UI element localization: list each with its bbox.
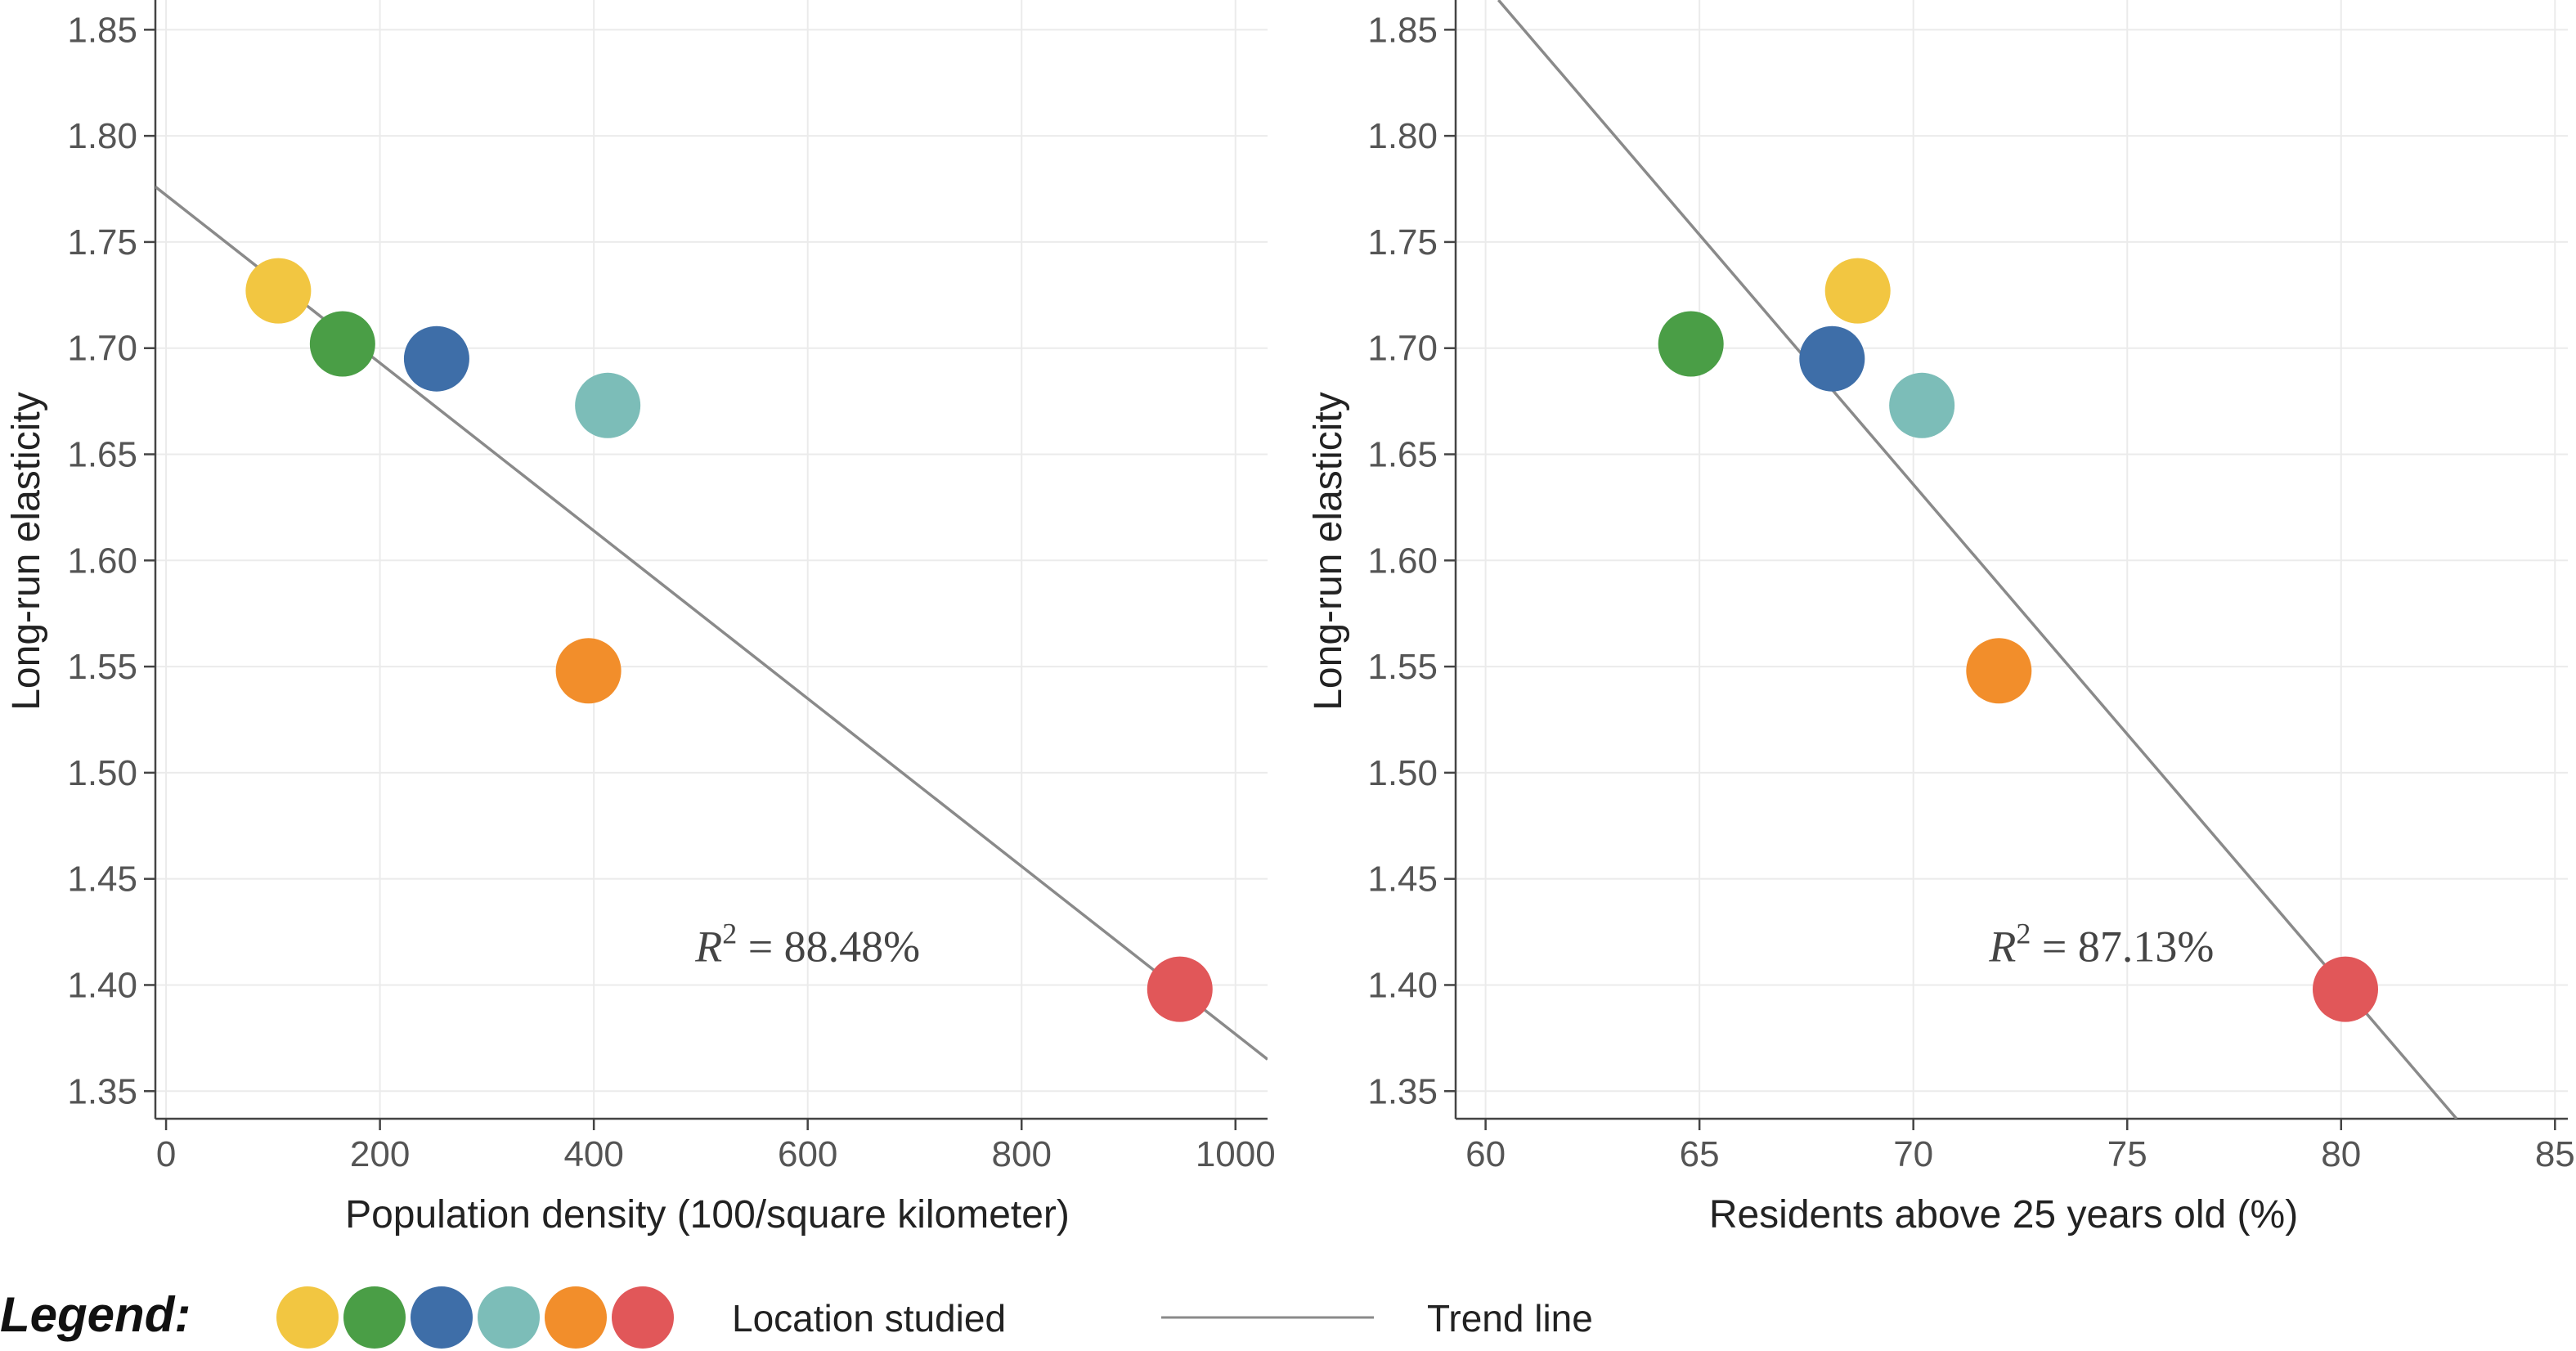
grid <box>155 0 1268 1119</box>
y-tick-label: 1.65 <box>67 435 137 475</box>
y-axis-title: Long-run elasticity <box>5 392 48 711</box>
y-tick-label: 1.75 <box>1367 222 1438 263</box>
data-point <box>555 638 622 704</box>
legend-swatch <box>343 1286 406 1349</box>
left-scatter-chart: 1.35 1.40 1.45 1.50 1.55 1.60 1.65 1.70 1.75 1.80… <box>5 0 1276 1237</box>
x-axis-title: Population density (100/square kilometer… <box>345 1193 1070 1237</box>
x-tick-label: 800 <box>992 1134 1052 1174</box>
legend-swatch <box>545 1286 607 1349</box>
grid <box>1456 0 2568 1119</box>
x-tick-label: 85 <box>2535 1134 2575 1174</box>
legend: Legend: Location studied Trend line <box>0 1286 1593 1349</box>
y-tick-label: 1.50 <box>1367 753 1438 793</box>
y-tick-label: 1.45 <box>67 860 137 900</box>
r-squared-annotation: R2 = 87.13% <box>1988 918 2214 972</box>
data-point <box>1799 325 1865 392</box>
data-point <box>403 325 469 392</box>
data-point <box>1147 956 1213 1022</box>
data-point <box>1966 638 2032 704</box>
data-point <box>1824 258 1891 324</box>
y-tick-label: 1.85 <box>1367 10 1438 50</box>
legend-location-label: Location studied <box>732 1297 1006 1340</box>
x-tick-label: 400 <box>563 1134 623 1174</box>
y-tick-label: 1.45 <box>1367 860 1438 900</box>
x-axis-title: Residents above 25 years old (%) <box>1709 1193 2298 1237</box>
legend-swatch <box>612 1286 674 1349</box>
data-point <box>1889 372 1955 438</box>
y-tick-label: 1.80 <box>67 116 137 156</box>
y-tick-label: 1.65 <box>1367 435 1438 475</box>
y-tick-label: 1.60 <box>1367 541 1438 581</box>
y-tick-label: 1.55 <box>1367 647 1438 687</box>
y-tick-label: 1.70 <box>1367 329 1438 369</box>
x-tick-label: 0 <box>156 1134 176 1174</box>
data-point <box>309 311 375 377</box>
data-point <box>575 372 641 438</box>
legend-swatch <box>411 1286 473 1349</box>
x-tick-label: 200 <box>350 1134 410 1174</box>
legend-swatches <box>276 1286 674 1349</box>
legend-swatch <box>478 1286 540 1349</box>
x-tick-label: 1000 <box>1196 1134 1276 1174</box>
y-tick-label: 1.80 <box>1367 116 1438 156</box>
x-tick-label: 70 <box>1893 1134 1933 1174</box>
y-tick-label: 1.35 <box>67 1071 137 1111</box>
y-tick-label: 1.60 <box>67 541 137 581</box>
x-tick-label: 65 <box>1680 1134 1720 1174</box>
x-tick-label: 60 <box>1465 1134 1506 1174</box>
y-axis-title: Long-run elasticity <box>1307 392 1350 711</box>
y-tick-label: 1.85 <box>67 10 137 50</box>
x-tick-label: 600 <box>778 1134 837 1174</box>
legend-swatch <box>276 1286 339 1349</box>
right-scatter-chart: 1.35 1.40 1.45 1.50 1.55 1.60 1.65 1.70 1.75 1.80… <box>1307 0 2575 1237</box>
x-tick-label: 75 <box>2107 1134 2147 1174</box>
y-tick-label: 1.75 <box>67 222 137 263</box>
y-tick-label: 1.50 <box>67 753 137 793</box>
y-tick-label: 1.40 <box>1367 965 1438 1005</box>
trend-line <box>1497 0 2458 1119</box>
legend-trend-label: Trend line <box>1427 1297 1593 1340</box>
legend-title: Legend: <box>0 1287 191 1342</box>
data-point <box>245 258 312 324</box>
y-tick-label: 1.35 <box>1367 1071 1438 1111</box>
y-tick-label: 1.55 <box>67 647 137 687</box>
data-point <box>2313 956 2378 1022</box>
r-squared-annotation: R2 = 88.48% <box>694 918 920 972</box>
y-tick-label: 1.70 <box>67 329 137 369</box>
y-tick-label: 1.40 <box>67 965 137 1005</box>
data-point <box>1658 311 1724 377</box>
x-tick-label: 80 <box>2321 1134 2361 1174</box>
